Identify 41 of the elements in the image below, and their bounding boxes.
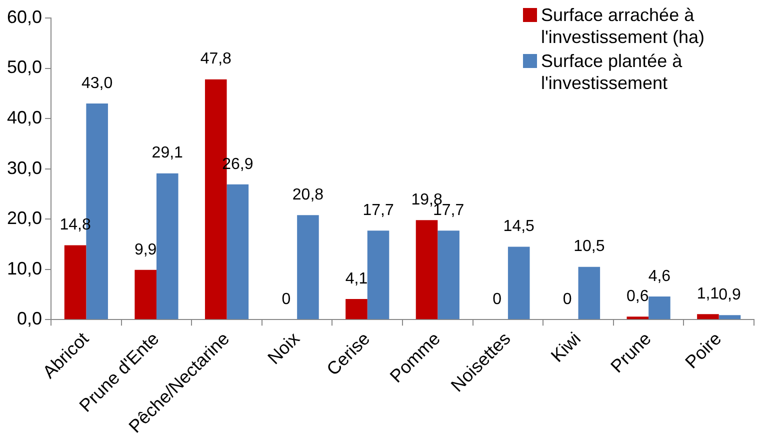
bar [697,314,719,320]
data-label: 14,5 [503,218,535,236]
bar [64,245,86,320]
y-tick-label: 0,0 [17,308,42,329]
data-label: 4,6 [648,268,671,285]
data-label: 0,9 [718,286,741,304]
bar [648,296,670,320]
legend-label: Surface plantée à l'investissement [541,50,684,94]
bar [156,173,178,320]
y-tick-label: 60,0 [6,6,42,27]
bar [346,299,368,320]
legend-label: Surface arrachée à l'investissement (ha) [541,4,706,48]
data-label: 0,6 [626,288,649,306]
x-tick-label: Kiwi [547,328,585,366]
data-label: 47,8 [200,50,232,68]
data-label: 0 [562,291,572,308]
bar [134,270,156,320]
bar [578,266,600,320]
data-label: 17,7 [362,202,394,220]
bar [438,230,460,320]
data-label: 0 [282,291,291,308]
data-label: 4,1 [345,270,368,288]
data-label: 0 [492,291,502,308]
bar [297,215,319,320]
data-label: 43,0 [82,74,113,92]
data-label: 1,1 [696,286,720,303]
data-label: 9,9 [134,241,157,258]
bar [508,246,530,320]
bar [226,184,249,320]
data-label: 29,1 [152,144,184,162]
y-tick-label: 20,0 [6,208,42,228]
y-tick-label: 50,0 [6,57,42,78]
bar [416,220,438,320]
data-label: 10,5 [574,238,605,256]
bar [718,315,741,320]
y-tick-label: 40,0 [6,108,42,128]
y-tick-label: 30,0 [6,158,42,178]
bar [367,230,390,320]
y-tick-label: 10,0 [6,258,42,278]
data-label: 20,8 [292,186,324,204]
bar [626,316,649,320]
